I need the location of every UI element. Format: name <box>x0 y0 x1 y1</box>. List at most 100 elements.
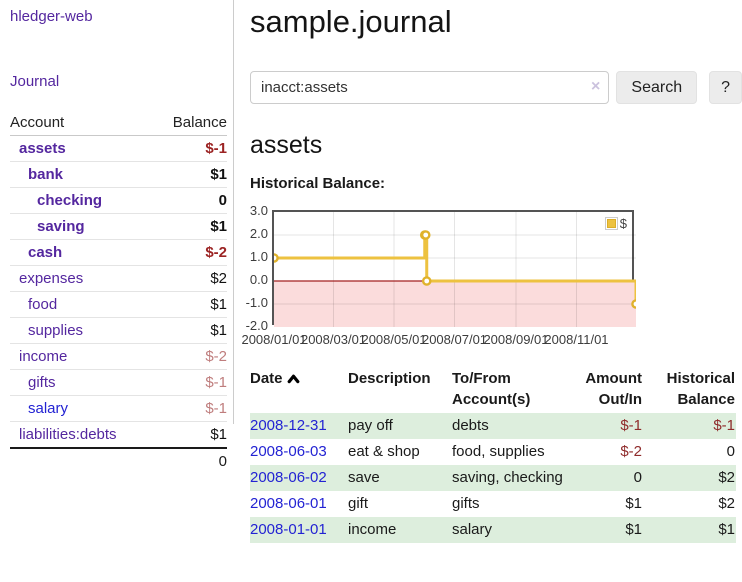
x-axis-tick-label: 2008/09/01 <box>483 332 549 347</box>
transaction-balance-cell: $2 <box>718 495 735 512</box>
x-axis-tick-label: 2008/11/01 <box>544 332 609 347</box>
transaction-date-cell: 2008-06-01 <box>250 491 348 517</box>
account-link[interactable]: gifts <box>28 374 56 391</box>
transaction-date-link[interactable]: 2008-12-31 <box>250 417 327 434</box>
account-row: expenses $2 <box>10 266 227 292</box>
transaction-amount-cell: $1 <box>625 521 642 538</box>
account-balance: $-1 <box>205 374 227 391</box>
account-link[interactable]: checking <box>37 192 103 209</box>
account-row: bank $1 <box>10 162 227 188</box>
account-balance: $-2 <box>205 348 227 365</box>
x-axis-tick-label: 2008/05/01 <box>361 332 427 347</box>
transaction-balance-cell: $-1 <box>713 417 735 434</box>
y-axis-tick-label: -1.0 <box>245 295 268 310</box>
account-balance: $-2 <box>205 244 227 261</box>
account-row: salary $-1 <box>10 396 227 422</box>
account-link[interactable]: liabilities:debts <box>19 426 117 443</box>
account-link[interactable]: saving <box>37 218 85 235</box>
description-column-header: Description <box>348 370 431 387</box>
y-axis-tick-label: 1.0 <box>249 249 268 264</box>
balance-column-header: Historical Balance <box>666 370 735 408</box>
register-table: Date Description To/From Account(s) Amou… <box>250 365 736 543</box>
account-row: assets $-1 <box>10 136 227 162</box>
date-column-header[interactable]: Date <box>250 365 348 413</box>
transaction-accounts-cell: food, supplies <box>452 443 545 460</box>
sidebar: hledger-web Journal Account Balance asse… <box>0 0 233 474</box>
transaction-description-cell: income <box>348 521 397 538</box>
amount-column-header: Amount Out/In <box>585 370 642 408</box>
transaction-balance-cell: $2 <box>718 469 735 486</box>
account-row: gifts $-1 <box>10 370 227 396</box>
account-heading: assets <box>250 131 323 159</box>
historical-balance-chart: $ 3.0 2.0 1.0 0.0 -1.0 -2.0 2008/01/01 2008/03/… <box>241 203 742 350</box>
app-title-link[interactable]: hledger-web <box>10 8 93 25</box>
transaction-description-cell: eat & shop <box>348 443 420 460</box>
account-balance: 0 <box>218 192 227 209</box>
search-button[interactable]: Search <box>616 71 698 104</box>
transaction-description-cell: pay off <box>348 417 393 434</box>
transaction-balance-cell: $1 <box>718 521 735 538</box>
account-link[interactable]: supplies <box>28 322 84 339</box>
transaction-accounts-cell: saving, checking <box>452 469 563 486</box>
transaction-row: 2008-06-03 eat & shop food, supplies $-2 0 <box>250 439 736 465</box>
chart-legend: $ <box>603 216 628 231</box>
transaction-date-link[interactable]: 2008-06-03 <box>250 443 327 460</box>
clear-search-icon[interactable]: × <box>591 78 601 95</box>
accounts-column-header: Account <box>10 110 154 136</box>
accounts-column-header: To/From Account(s) <box>452 370 531 408</box>
transaction-accounts-cell: debts <box>452 417 489 434</box>
account-link[interactable]: salary <box>28 400 69 417</box>
sidebar-divider <box>233 0 234 424</box>
account-link[interactable]: food <box>28 296 58 313</box>
transaction-accounts-cell: salary <box>452 521 493 538</box>
transaction-date-link[interactable]: 2008-06-01 <box>250 495 327 512</box>
account-balance: $1 <box>210 322 227 339</box>
transaction-date-cell: 2008-01-01 <box>250 517 348 543</box>
journal-link[interactable]: Journal <box>10 73 60 90</box>
x-axis-tick-label: 2008/01/01 <box>241 332 307 347</box>
chart-canvas <box>274 212 636 327</box>
transaction-description-cell: save <box>348 469 380 486</box>
account-link[interactable]: income <box>19 348 68 365</box>
transaction-date-cell: 2008-12-31 <box>250 413 348 439</box>
transaction-row: 2008-06-01 gift gifts $1 $2 <box>250 491 736 517</box>
y-axis-tick-label: -2.0 <box>245 318 268 333</box>
account-link[interactable]: expenses <box>19 270 84 287</box>
y-axis-tick-label: 0.0 <box>249 272 268 287</box>
transaction-amount-cell: $-1 <box>620 417 642 434</box>
transaction-date-cell: 2008-06-03 <box>250 439 348 465</box>
x-axis-tick-label: 2008/07/01 <box>421 332 488 347</box>
transaction-amount-cell: 0 <box>633 469 642 486</box>
transaction-row: 2008-06-02 save saving, checking 0 $2 <box>250 465 736 491</box>
account-row: supplies $1 <box>10 318 227 344</box>
help-button[interactable]: ? <box>709 71 742 104</box>
account-balance: $1 <box>210 218 227 235</box>
search-input[interactable] <box>250 71 610 104</box>
y-axis-tick-label: 2.0 <box>249 226 268 241</box>
transaction-date-cell: 2008-06-02 <box>250 465 348 491</box>
y-axis-tick-label: 3.0 <box>249 203 268 218</box>
account-link[interactable]: assets <box>19 140 66 157</box>
accounts-total-value: 0 <box>153 447 227 474</box>
transaction-description-cell: gift <box>348 495 369 512</box>
account-balance: $1 <box>210 426 227 443</box>
account-link[interactable]: cash <box>28 244 63 261</box>
account-row: checking 0 <box>10 188 227 214</box>
account-balance: $1 <box>210 166 227 183</box>
transaction-amount-cell: $-2 <box>620 443 642 460</box>
chart-plot-area[interactable]: $ <box>272 210 636 327</box>
account-row: income $-2 <box>10 344 227 370</box>
transaction-amount-cell: $1 <box>625 495 642 512</box>
sort-ascending-icon <box>287 374 299 384</box>
transaction-date-link[interactable]: 2008-06-02 <box>250 469 327 486</box>
account-link[interactable]: bank <box>28 166 64 183</box>
account-row: food $1 <box>10 292 227 318</box>
series-swatch <box>606 219 616 228</box>
account-balance: $1 <box>210 296 227 313</box>
series-label: $ <box>619 216 627 231</box>
transaction-date-link[interactable]: 2008-01-01 <box>250 521 327 538</box>
accounts-total-row: 0 <box>10 447 227 474</box>
page-title: sample.journal <box>250 4 452 39</box>
transaction-row: 2008-12-31 pay off debts $-1 $-1 <box>250 413 736 439</box>
chart-title: Historical Balance: <box>250 175 386 192</box>
